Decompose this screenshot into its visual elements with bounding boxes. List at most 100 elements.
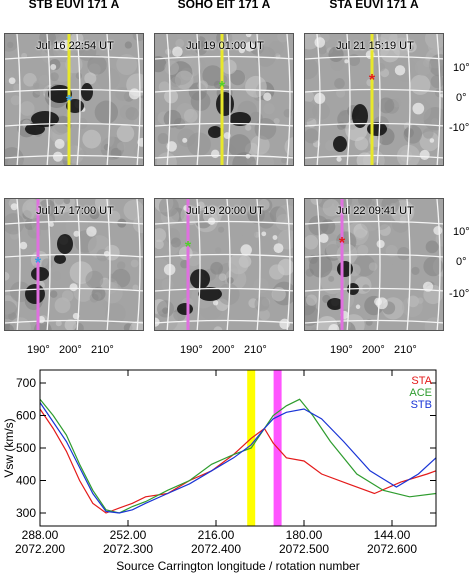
corona-texture xyxy=(175,38,185,48)
source-star-marker: * xyxy=(185,239,192,256)
x-tick-label-rotation: 2072.400 xyxy=(191,542,241,556)
corona-texture xyxy=(107,210,121,224)
corona-texture xyxy=(202,205,222,225)
longitude-grid-line xyxy=(376,34,381,165)
lon-label-190: 190° xyxy=(27,344,50,356)
bright-point xyxy=(56,43,62,49)
corona-texture xyxy=(309,254,333,278)
source-longitude-line xyxy=(220,34,224,165)
bright-point xyxy=(172,46,183,58)
corona-texture xyxy=(156,152,177,165)
coronal-hole xyxy=(198,287,222,301)
coronal-hole xyxy=(327,298,343,310)
corona-texture xyxy=(305,305,320,326)
longitude-grid-line xyxy=(196,199,201,330)
latitude-grid-line xyxy=(5,88,143,93)
bright-point xyxy=(328,324,340,330)
bright-point xyxy=(128,88,140,100)
latitude-grid-line xyxy=(305,253,443,258)
bright-point xyxy=(429,138,435,143)
longitude-grid-line xyxy=(436,199,441,330)
corona-texture xyxy=(257,211,275,229)
coronal-hole xyxy=(177,303,193,315)
x-tick-label-rotation: 2072.300 xyxy=(103,542,153,556)
corona-texture xyxy=(336,88,346,98)
lon-label-200: 200° xyxy=(59,344,82,356)
latitude-grid-line xyxy=(155,220,293,225)
bright-point xyxy=(394,65,406,76)
corona-texture xyxy=(399,215,407,223)
corona-texture xyxy=(305,101,317,122)
corona-texture xyxy=(213,80,222,89)
bright-point xyxy=(318,233,329,244)
bright-point xyxy=(261,231,267,237)
x-tick-label-longitude: 216.00 xyxy=(198,528,235,542)
x-tick-label-rotation: 2072.200 xyxy=(15,542,65,556)
longitude-grid-line xyxy=(286,199,291,330)
corona-texture xyxy=(273,117,280,125)
corona-texture xyxy=(82,129,102,149)
corona-texture xyxy=(170,237,182,248)
corona-texture xyxy=(253,277,269,294)
x-tick-label-rotation: 2072.500 xyxy=(279,542,329,556)
bright-point xyxy=(86,226,97,237)
corona-texture xyxy=(163,109,182,128)
x-tick-label-longitude: 288.00 xyxy=(22,528,59,542)
corona-texture xyxy=(157,133,169,145)
bright-point xyxy=(54,138,65,149)
bright-point xyxy=(50,64,57,70)
bright-point xyxy=(344,59,349,64)
corona-texture xyxy=(197,201,205,209)
corona-texture xyxy=(164,89,179,104)
corona-texture xyxy=(337,121,346,130)
coronal-hole xyxy=(352,104,368,128)
coronal-hole xyxy=(31,111,59,127)
bright-point xyxy=(238,46,246,54)
bright-point xyxy=(48,221,54,227)
bright-point xyxy=(273,243,284,254)
coronal-hole xyxy=(54,254,66,264)
euv-panel-sta-row2: * Jul 22 09:41 UT xyxy=(304,198,444,331)
panel-timestamp: Jul 19 20:00 UT xyxy=(186,205,264,217)
longitude-grid-line xyxy=(76,34,81,165)
corona-texture xyxy=(94,199,110,210)
corona-texture xyxy=(116,54,138,76)
corona-texture xyxy=(277,34,289,43)
corona-texture xyxy=(320,219,336,235)
coronal-hole xyxy=(229,112,251,126)
panel-timestamp: Jul 22 09:41 UT xyxy=(336,205,414,217)
col-title-soho: SOHO EIT 171 Å xyxy=(177,0,271,11)
source-longitude-line xyxy=(370,34,374,165)
corona-texture xyxy=(334,78,345,89)
longitude-grid-line xyxy=(316,199,321,330)
corona-texture xyxy=(5,34,19,52)
corona-texture xyxy=(259,309,270,321)
corona-texture xyxy=(228,34,249,50)
corona-texture xyxy=(13,83,22,92)
euv-panel-stb-row1: * Jul 16 22:54 UT xyxy=(4,33,144,166)
longitude-grid-line xyxy=(136,34,141,165)
corona-texture xyxy=(380,42,400,63)
source-star-marker: * xyxy=(219,79,226,96)
corona-texture xyxy=(164,60,179,75)
corona-texture xyxy=(54,199,65,205)
longitude-grid-line xyxy=(46,34,51,165)
y-tick-label: 400 xyxy=(16,474,36,488)
latitude-grid-line xyxy=(305,122,443,127)
corona-texture xyxy=(49,290,58,298)
corona-texture xyxy=(229,70,246,86)
bright-point xyxy=(440,93,443,98)
longitude-grid-line xyxy=(166,34,171,165)
longitude-grid-line xyxy=(16,34,21,165)
corona-texture xyxy=(283,108,293,118)
corona-texture xyxy=(305,235,319,250)
y-axis-label: Vsw (km/s) xyxy=(2,418,16,477)
bright-point xyxy=(240,244,252,256)
corona-texture xyxy=(258,199,270,211)
corona-texture xyxy=(305,57,319,80)
source-star-marker: * xyxy=(339,235,346,252)
latitude-grid-line xyxy=(155,55,293,60)
bright-point xyxy=(103,250,110,257)
corona-texture xyxy=(227,199,241,209)
panel-timestamp: Jul 17 17:00 UT xyxy=(36,205,114,217)
